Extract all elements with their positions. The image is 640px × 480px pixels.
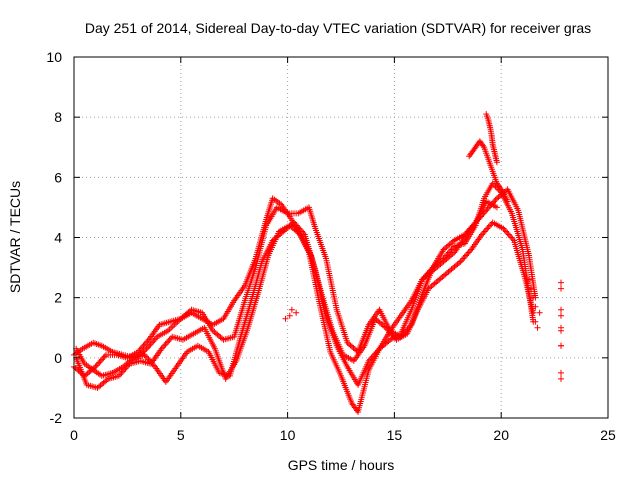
scatter-point-track-4 bbox=[493, 204, 500, 211]
scatter-point-isolated-points bbox=[534, 324, 541, 331]
chart-title: Day 251 of 2014, Sidereal Day-to-day VTE… bbox=[85, 20, 591, 36]
scatter-point-isolated-points bbox=[525, 276, 532, 283]
y-tick-label: 4 bbox=[54, 230, 62, 246]
scatter-point-isolated-points bbox=[558, 306, 565, 313]
scatter-point-isolated-points bbox=[282, 315, 289, 322]
data-marks bbox=[71, 111, 565, 415]
scatter-point-isolated-points bbox=[558, 279, 565, 286]
y-tick-label: 10 bbox=[46, 49, 62, 65]
x-tick-label: 25 bbox=[600, 427, 616, 443]
scatter-point-isolated-points bbox=[558, 312, 565, 319]
scatter-point-isolated-points bbox=[558, 285, 565, 292]
x-tick-label: 20 bbox=[493, 427, 509, 443]
scatter-point-upper-arc bbox=[504, 198, 511, 205]
scatter-point-isolated-points bbox=[528, 285, 535, 292]
x-tick-label: 15 bbox=[387, 427, 403, 443]
scatter-point-isolated-points bbox=[536, 309, 543, 316]
y-tick-label: 6 bbox=[54, 169, 62, 185]
y-axis-label: SDTVAR / TECUs bbox=[7, 181, 23, 293]
scatter-point-isolated-points bbox=[532, 318, 539, 325]
axis-ticks: 0 5 10 15 20 25 -2 0 2 4 6 8 10 bbox=[46, 49, 616, 443]
scatter-point-isolated-points bbox=[530, 294, 537, 301]
scatter-point-isolated-points bbox=[558, 375, 565, 382]
x-tick-label: 0 bbox=[70, 427, 78, 443]
y-tick-label: 8 bbox=[54, 109, 62, 125]
scatter-point-spike bbox=[493, 159, 500, 166]
x-tick-label: 10 bbox=[280, 427, 296, 443]
scatter-point-isolated-points bbox=[288, 306, 295, 313]
scatter-point-isolated-points bbox=[558, 327, 565, 334]
scatter-point-isolated-points bbox=[558, 342, 565, 349]
x-tick-label: 5 bbox=[177, 427, 185, 443]
scatter-point-isolated-points bbox=[558, 369, 565, 376]
scatter-point-track-3 bbox=[530, 309, 537, 316]
y-tick-label: 2 bbox=[54, 290, 62, 306]
scatter-point-isolated-points bbox=[293, 309, 300, 316]
x-axis-label: GPS time / hours bbox=[288, 457, 395, 473]
y-tick-label: 0 bbox=[54, 350, 62, 366]
y-tick-label: -2 bbox=[50, 410, 63, 426]
scatter-point-isolated-points bbox=[286, 312, 293, 319]
scatter-point-isolated-points bbox=[532, 303, 539, 310]
